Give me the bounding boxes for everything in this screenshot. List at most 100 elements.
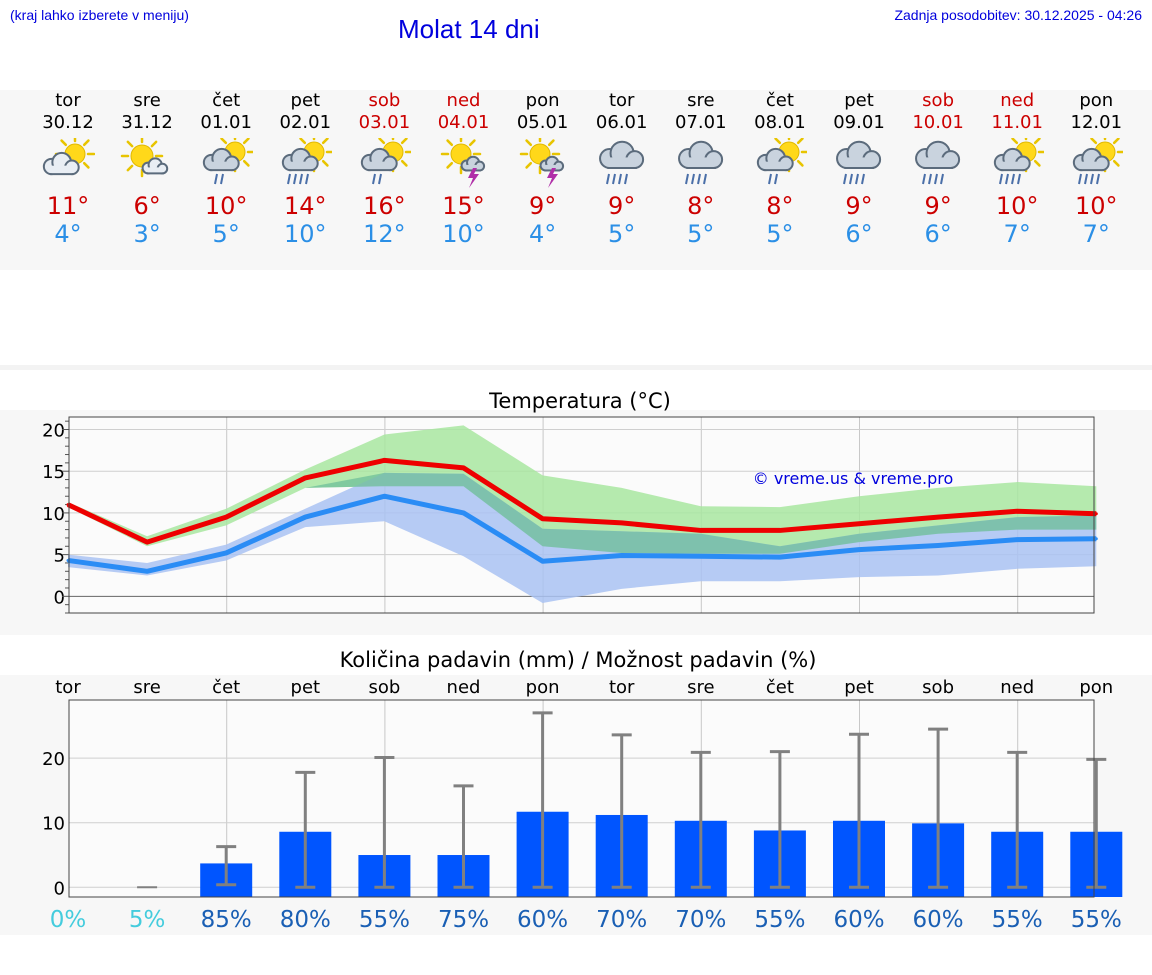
min-temperature: 7°: [1082, 220, 1110, 248]
sun-cloud-heavy-rain-icon: [994, 138, 1045, 185]
min-temperature-line-point: [620, 553, 624, 557]
min-temperature-line-point: [699, 554, 703, 558]
x-category-label: čet: [212, 677, 240, 698]
day-date: 03.01: [358, 112, 411, 133]
max-temperature: 9°: [528, 192, 557, 220]
x-category-label: tor: [609, 677, 635, 698]
day-date: 01.01: [200, 112, 252, 133]
max-temperature: 10°: [1075, 192, 1118, 220]
day-date: 10.01: [912, 112, 964, 133]
band-overlap: [68, 472, 1097, 554]
day-column: sob 10.01 9° 6°: [898, 90, 978, 248]
min-temperature-line: [67, 493, 1097, 574]
min-temperature: 3°: [133, 220, 161, 248]
precipitation-chance: 80%: [280, 907, 331, 933]
last-update: Zadnja posodobitev: 30.12.2025 - 04:26: [894, 7, 1142, 23]
day-column: pet 09.01 9° 6°: [819, 90, 899, 248]
day-name: pon: [525, 90, 560, 111]
precipitation-chance: 75%: [438, 907, 489, 933]
max-range-band: [68, 425, 1097, 554]
min-temperature: 5°: [608, 220, 636, 248]
min-temperature-line-point: [303, 515, 307, 519]
precipitation-chance: 0%: [50, 907, 87, 933]
min-temperature-line-point: [1094, 537, 1098, 541]
day-date: 02.01: [279, 112, 332, 133]
day-column: tor 06.01 9° 5°: [582, 90, 662, 248]
max-temperature: 14°: [284, 192, 327, 220]
max-temperature-line-point: [303, 476, 307, 480]
x-category-label: pet: [291, 677, 321, 698]
day-column: sre 07.01 8° 5°: [661, 90, 741, 248]
x-category-label: ned: [1000, 677, 1034, 698]
x-category-label: tor: [55, 677, 81, 698]
precipitation-chance: 70%: [675, 907, 726, 933]
x-category-label: ned: [447, 677, 481, 698]
max-temperature-line-point: [936, 515, 940, 519]
max-temperature-line-point: [1094, 512, 1098, 516]
max-temperature: 9°: [608, 192, 636, 220]
max-temperature-line-point: [145, 540, 149, 544]
max-temperature-line-point: [778, 528, 782, 532]
y-tick-label: 10: [42, 504, 65, 525]
min-temperature-line-point: [857, 548, 861, 552]
max-temperature: 6°: [133, 192, 161, 220]
day-column: sre 31.12 6° 3°: [107, 90, 187, 248]
max-temperature-line-point: [1015, 509, 1019, 513]
min-temperature: 5°: [766, 220, 794, 248]
day-column: pon 05.01 9° 4°: [503, 90, 583, 248]
temperature-chart: Temperatura (°C) 0 5 10 15 20 © vreme.us & vre…: [42, 389, 1098, 614]
section-divider: [0, 365, 1152, 370]
day-column: tor 30.12 11° 4°: [28, 90, 108, 248]
day-name: pet: [844, 90, 874, 111]
x-category-label: sob: [922, 677, 954, 698]
max-temperature: 10°: [204, 192, 248, 220]
day-name: pon: [1079, 90, 1114, 111]
x-category-label: pon: [1079, 677, 1113, 698]
sun-cloud-rain-icon: [203, 138, 254, 185]
y-tick-label: 5: [54, 546, 65, 567]
day-date: 05.01: [516, 112, 569, 133]
day-column: sob 03.01 16° 12°: [344, 90, 424, 248]
day-name: sob: [368, 90, 401, 111]
y-tick-label: 20: [42, 421, 65, 442]
x-category-label: sob: [368, 677, 400, 698]
sun-cloud-rain-icon: [756, 138, 807, 185]
min-temperature: 4°: [54, 220, 82, 248]
day-date: 06.01: [595, 112, 648, 133]
partly-cloudy-icon: [42, 138, 95, 176]
day-name: tor: [55, 90, 81, 111]
precipitation-chart: Količina padavin (mm) / Možnost padavin …: [42, 648, 1123, 933]
day-column: pon 12.01 10° 7°: [1056, 90, 1136, 248]
daily-forecast-strip: tor 30.12 11° 4° sre 31.12 6° 3° čet 01.01 10° 5° pe…: [0, 90, 1152, 270]
day-name: ned: [1000, 90, 1035, 111]
day-date: 12.01: [1070, 112, 1123, 133]
day-date: 04.01: [437, 112, 490, 133]
day-column: pet 02.01 14° 10°: [265, 90, 345, 248]
day-date: 08.01: [754, 112, 806, 133]
min-temperature: 4°: [528, 220, 557, 248]
precipitation-chance: 55%: [359, 907, 410, 933]
max-temperature-line-point: [541, 517, 545, 521]
y-tick-label: 10: [42, 814, 65, 835]
min-temperature: 12°: [363, 220, 406, 248]
day-date: 07.01: [675, 112, 727, 133]
max-temperature-line-point: [382, 458, 386, 462]
min-temperature-line-point: [778, 555, 782, 559]
y-tick-label: 15: [42, 462, 65, 483]
y-tick-label: 20: [42, 749, 65, 770]
min-temperature-line-point: [936, 543, 940, 547]
mostly-sunny-icon: [120, 138, 169, 178]
min-temperature: 6°: [924, 220, 952, 248]
day-column: čet 01.01 10° 5°: [186, 90, 266, 248]
precipitation-chance: 55%: [1071, 907, 1122, 933]
cloud-heavy-rain-icon: [836, 140, 882, 185]
chart-title: Temperatura (°C): [488, 389, 671, 413]
x-category-label: čet: [766, 677, 794, 698]
day-date: 30.12: [42, 112, 94, 133]
location-hint: (kraj lahko izberete v meniju): [10, 7, 189, 23]
day-name: pet: [290, 90, 321, 111]
min-temperature-line-point: [1015, 538, 1019, 542]
max-temperature: 8°: [766, 192, 794, 220]
max-temperature: 15°: [442, 192, 485, 220]
sun-thunder-icon: [519, 138, 564, 188]
